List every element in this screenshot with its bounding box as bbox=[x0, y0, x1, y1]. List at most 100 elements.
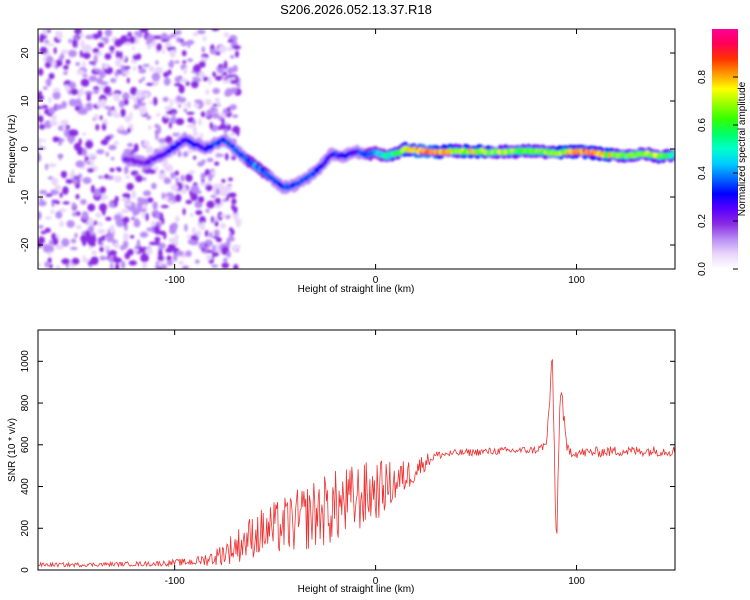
spectrogram-noise-cell bbox=[150, 220, 157, 227]
spectrogram-noise-cell bbox=[229, 132, 236, 136]
spectrogram-noise-cell bbox=[166, 255, 172, 261]
spectrogram-noise-cell bbox=[194, 99, 203, 104]
spectrogram-noise-cell bbox=[138, 102, 146, 106]
spectrogram-noise-cell bbox=[211, 29, 220, 32]
spectrogram-noise-cell bbox=[185, 199, 193, 205]
spectrogram-noise-cell bbox=[180, 78, 188, 83]
spectrogram-noise-cell bbox=[43, 29, 48, 36]
spectrogram-noise-cell bbox=[41, 104, 49, 109]
spectrogram-noise-cell bbox=[154, 80, 160, 85]
spectrogram-noise-cell bbox=[218, 185, 225, 192]
spectrogram-noise-cell bbox=[42, 244, 51, 248]
spectrogram-noise-cell bbox=[163, 177, 172, 185]
spectrogram-noise-cell bbox=[65, 59, 71, 65]
spectrogram-noise-cell bbox=[211, 251, 220, 257]
spectrogram-noise-cell bbox=[198, 216, 206, 225]
spectrogram-noise-cell bbox=[193, 103, 200, 108]
spectrogram-noise-cell bbox=[163, 77, 171, 86]
spectrogram-noise-cell bbox=[123, 71, 130, 75]
spectrogram-noise-cell bbox=[93, 188, 102, 197]
spectrogram-noise-cell bbox=[158, 138, 167, 144]
colorbar-tick-label: 0.4 bbox=[697, 166, 708, 180]
spectrogram-noise-cell bbox=[59, 138, 65, 143]
spectrogram-noise-cell bbox=[114, 242, 120, 249]
spectrogram-noise-cell bbox=[212, 244, 216, 253]
spectrogram-x-label: Height of straight line (km) bbox=[298, 284, 415, 295]
spectrogram-noise-cell bbox=[82, 177, 92, 184]
spectrogram-noise-cell bbox=[206, 109, 211, 118]
spectrogram-noise-cell bbox=[76, 69, 85, 75]
spectrogram-noise-cell bbox=[227, 185, 232, 192]
spectrogram-noise-cell bbox=[163, 71, 169, 78]
spectrogram-noise-cell bbox=[86, 93, 91, 102]
spectrogram-noise-cell bbox=[221, 262, 230, 269]
spectrogram-noise-cell bbox=[141, 76, 146, 81]
spectrogram-noise-cell bbox=[215, 197, 221, 205]
spectrogram-noise-cell bbox=[204, 100, 212, 106]
spectrogram-noise-cell bbox=[230, 55, 235, 59]
spectrogram-x-tick-label: -100 bbox=[165, 275, 185, 286]
spectrogram-noise-cell bbox=[58, 208, 67, 213]
spectrogram-noise-cell bbox=[87, 153, 97, 158]
spectrogram-noise-cell bbox=[201, 247, 206, 252]
spectrogram-noise-cell bbox=[186, 234, 191, 239]
spectrogram-noise-cell bbox=[151, 72, 161, 82]
spectrogram-noise-cell bbox=[49, 120, 58, 126]
spectrogram-noise-cell bbox=[44, 227, 51, 233]
spectrogram-noise-cell bbox=[158, 242, 166, 249]
spectrogram-noise-cell bbox=[174, 215, 180, 223]
spectrogram-noise-cell bbox=[68, 129, 77, 137]
spectrogram-noise-cell bbox=[60, 170, 68, 178]
spectrogram-noise-cell bbox=[145, 115, 152, 120]
spectrogram-noise-cell bbox=[189, 212, 194, 218]
spectrogram-noise-cell bbox=[92, 48, 100, 54]
spectrogram-noise-cell bbox=[138, 68, 147, 74]
spectrogram-noise-cell bbox=[105, 151, 110, 157]
spectrogram-y-tick-label: 0 bbox=[20, 146, 31, 152]
spectrogram-noise-cell bbox=[87, 225, 95, 233]
spectrogram-noise-cell bbox=[178, 97, 187, 103]
spectrogram-noise-cell bbox=[229, 104, 237, 111]
spectrogram-noise-cell bbox=[139, 231, 149, 238]
spectrogram-noise-cell bbox=[125, 175, 131, 180]
spectrogram-noise-cell bbox=[162, 264, 167, 269]
spectrogram-noise-cell bbox=[43, 86, 48, 90]
spectrogram-noise-cell bbox=[100, 241, 104, 247]
spectrogram-noise-cell bbox=[104, 245, 111, 250]
spectrogram-noise-cell bbox=[185, 81, 190, 86]
spectrogram-noise-cell bbox=[113, 113, 121, 118]
spectrogram-noise-cell bbox=[113, 257, 122, 264]
spectrogram-noise-cell bbox=[206, 249, 214, 253]
spectrogram-noise-cell bbox=[227, 67, 234, 75]
spectrogram-noise-cell bbox=[127, 31, 132, 37]
spectrogram-noise-cell bbox=[198, 117, 202, 126]
spectrogram-noise-cell bbox=[180, 174, 185, 182]
spectrogram-noise-cell bbox=[97, 221, 103, 227]
spectrogram-noise-cell bbox=[126, 182, 134, 191]
spectrogram-noise-cell bbox=[180, 41, 188, 47]
snr-series-line bbox=[38, 358, 675, 568]
spectrogram-noise-cell bbox=[187, 239, 195, 245]
spectrogram-noise-cell bbox=[111, 106, 115, 111]
spectrogram-noise-cell bbox=[39, 46, 48, 55]
spectrogram-noise-cell bbox=[95, 212, 102, 219]
spectrogram-noise-cell bbox=[183, 103, 191, 107]
spectrogram-noise-cell bbox=[122, 240, 129, 249]
spectrogram-noise-cell bbox=[174, 83, 182, 87]
spectrogram-noise-cell bbox=[157, 254, 165, 262]
spectrogram-noise-cell bbox=[62, 124, 66, 132]
spectrogram-noise-cell bbox=[172, 253, 178, 262]
spectrogram-noise-cell bbox=[223, 32, 230, 38]
spectrogram-noise-cell bbox=[105, 216, 112, 221]
spectrogram-noise-cell bbox=[61, 238, 70, 247]
spectrogram-noise-cell bbox=[38, 35, 44, 43]
spectrogram-noise-cell bbox=[38, 115, 44, 123]
spectrogram-noise-cell bbox=[70, 246, 78, 251]
spectrogram-noise-cell bbox=[99, 203, 107, 212]
colorbar-gradient bbox=[712, 29, 738, 269]
spectrogram-noise-cell bbox=[46, 43, 55, 47]
spectrogram-noise-cell bbox=[129, 36, 136, 41]
spectrogram-noise-cell bbox=[205, 184, 213, 192]
spectrogram-noise-cell bbox=[164, 135, 173, 144]
